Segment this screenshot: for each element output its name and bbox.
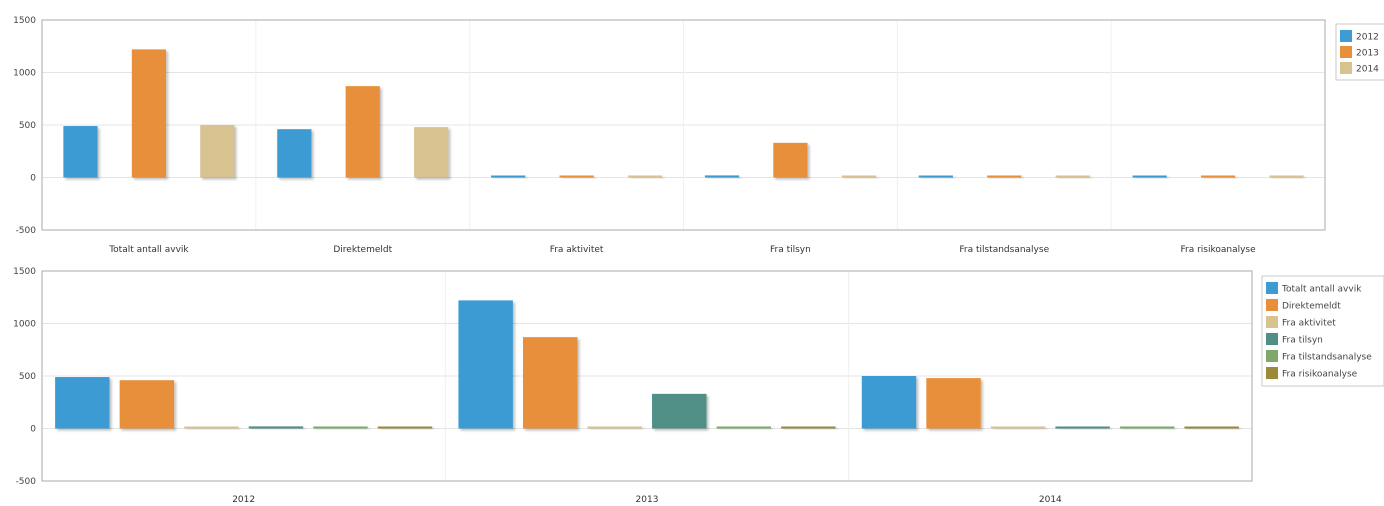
x-category-label: Fra tilsyn [770, 245, 811, 255]
legend-box [1261, 275, 1384, 387]
y-tick-label: 1000 [13, 69, 36, 79]
bar-2013-fra-risikoanalyse[interactable] [1200, 175, 1236, 178]
legend-label-direktemeldt[interactable]: Direktemeldt [1282, 302, 1341, 312]
y-tick-label: 500 [19, 121, 36, 131]
bar-totalt-antall-avvik-2013[interactable] [458, 300, 513, 429]
bar-2014-fra-tilsyn[interactable] [841, 175, 876, 178]
bar-totalt-antall-avvik-2014[interactable] [861, 376, 917, 429]
bar-fra-risikoanalyse-2014[interactable] [1184, 426, 1239, 429]
bar-totalt-antall-avvik-2012[interactable] [55, 377, 110, 429]
legend-swatch-2013[interactable] [1340, 46, 1352, 58]
bar-direktemeldt-2014[interactable] [926, 378, 981, 429]
bar-fra-tilstandsanalyse-2012[interactable] [313, 426, 368, 429]
legend-label-2013[interactable]: 2013 [1356, 49, 1379, 59]
bar-chart-by-year: 1500 1000 500 0 -500 2012 2013 2014 Totalt antal… [13, 267, 1384, 505]
x-category-label: 2012 [232, 495, 255, 505]
bar-fra-aktivitet-2012[interactable] [184, 426, 239, 429]
legend-label-fra-aktivitet[interactable]: Fra aktivitet [1282, 319, 1336, 329]
bar-2014-fra-risikoanalyse[interactable] [1269, 175, 1304, 178]
bar-fra-tilsyn-2014[interactable] [1055, 426, 1110, 429]
legend-swatch-fra-tilsyn[interactable] [1266, 333, 1278, 345]
legend-label-totalt-antall-avvik[interactable]: Totalt antall avvik [1281, 285, 1362, 295]
x-category-label: 2014 [1039, 495, 1062, 505]
legend-swatch-2012[interactable] [1340, 30, 1352, 42]
legend-swatch-fra-tilstandsanalyse[interactable] [1266, 350, 1278, 362]
bar-2014-direktemeldt[interactable] [414, 127, 449, 178]
bar-fra-risikoanalyse-2013[interactable] [781, 426, 836, 429]
x-category-label: Fra tilstandsanalyse [959, 245, 1049, 255]
bar-2014-totalt-antall-avvik[interactable] [200, 125, 235, 178]
legend-swatch-totalt-antall-avvik[interactable] [1266, 282, 1278, 294]
y-tick-label: 0 [30, 425, 36, 435]
bar-2014-fra-tilstandsanalyse[interactable] [1055, 175, 1090, 178]
legend-swatch-fra-risikoanalyse[interactable] [1266, 367, 1278, 379]
bar-2012-fra-risikoanalyse[interactable] [1132, 175, 1167, 178]
legend-label-2012[interactable]: 2012 [1356, 33, 1379, 43]
y-tick-label: 1500 [13, 16, 36, 26]
bar-fra-tilsyn-2012[interactable] [248, 426, 304, 429]
y-tick-label: 500 [19, 372, 36, 382]
plot-frame [41, 270, 1253, 482]
bar-2012-fra-tilstandsanalyse[interactable] [918, 175, 953, 178]
bar-2013-direktemeldt[interactable] [345, 86, 380, 178]
bar-2013-fra-tilsyn[interactable] [773, 142, 808, 178]
x-category-label: Direktemeldt [333, 245, 392, 255]
legend-label-fra-tilsyn[interactable]: Fra tilsyn [1282, 336, 1323, 346]
bar-chart-by-category: 1500 1000 500 0 -500 Totalt antall avvik Direk… [13, 16, 1384, 255]
legend-label-fra-tilstandsanalyse[interactable]: Fra tilstandsanalyse [1282, 353, 1372, 363]
bar-2012-fra-aktivitet[interactable] [491, 175, 526, 178]
bar-fra-tilstandsanalyse-2014[interactable] [1119, 426, 1175, 429]
bar-fra-risikoanalyse-2012[interactable] [377, 426, 433, 429]
x-category-label: 2013 [636, 495, 659, 505]
y-tick-label: 1000 [13, 320, 36, 330]
bar-fra-aktivitet-2014[interactable] [990, 426, 1046, 429]
bar-2012-fra-tilsyn[interactable] [704, 175, 740, 178]
bar-fra-tilstandsanalyse-2013[interactable] [716, 426, 772, 429]
bar-2013-fra-tilstandsanalyse[interactable] [987, 175, 1022, 178]
bar-2013-fra-aktivitet[interactable] [559, 175, 594, 178]
x-category-label: Fra risikoanalyse [1180, 245, 1256, 255]
plot-frame [41, 19, 1326, 231]
bar-fra-aktivitet-2013[interactable] [587, 426, 642, 429]
bar-direktemeldt-2012[interactable] [119, 380, 175, 429]
legend-swatch-2014[interactable] [1340, 62, 1352, 74]
y-tick-label: 0 [30, 174, 36, 184]
legend-swatch-fra-aktivitet[interactable] [1266, 316, 1278, 328]
x-category-label: Totalt antall avvik [108, 245, 189, 255]
y-tick-label: -500 [16, 226, 37, 236]
chart-top: 1500 1000 500 0 -500 Totalt antall avvik Direk… [13, 16, 1384, 255]
chart-bottom: 1500 1000 500 0 -500 2012 2013 2014 Totalt antal… [0, 262, 1384, 506]
bar-fra-tilsyn-2013[interactable] [652, 393, 707, 429]
legend-label-fra-risikoanalyse[interactable]: Fra risikoanalyse [1282, 370, 1358, 380]
legend-swatch-direktemeldt[interactable] [1266, 299, 1278, 311]
bar-2012-direktemeldt[interactable] [277, 129, 312, 178]
y-tick-label: 1500 [13, 267, 36, 277]
bar-2013-totalt-antall-avvik[interactable] [131, 49, 167, 178]
bar-direktemeldt-2013[interactable] [522, 337, 578, 429]
y-tick-label: -500 [16, 477, 37, 487]
x-category-label: Fra aktivitet [550, 245, 604, 255]
legend-label-2014[interactable]: 2014 [1356, 65, 1379, 75]
bar-2014-fra-aktivitet[interactable] [627, 175, 663, 178]
bar-2012-totalt-antall-avvik[interactable] [63, 126, 98, 178]
